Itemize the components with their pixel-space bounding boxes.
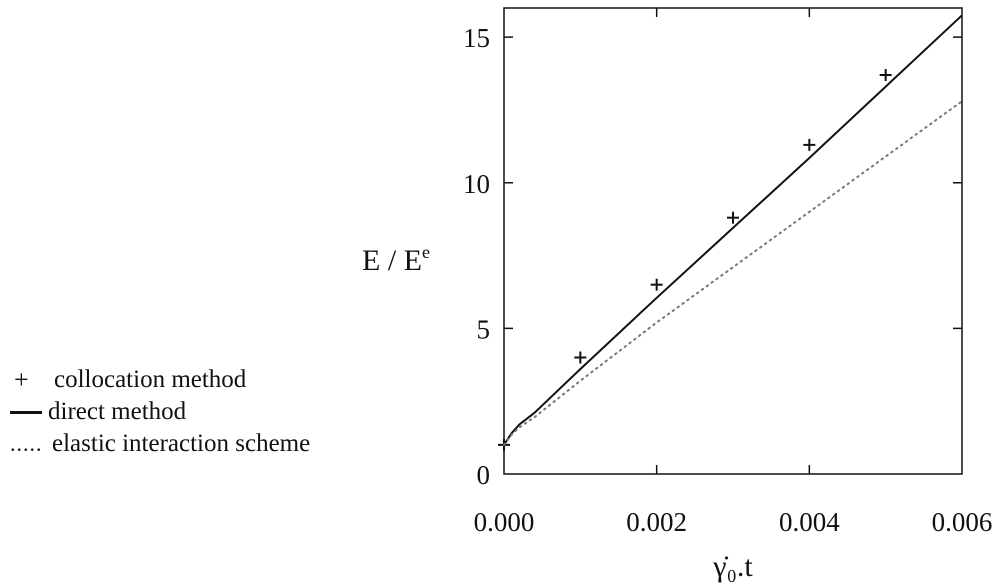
y-tick-label: 0 — [477, 460, 491, 490]
legend-item-collocation: + collocation method — [10, 364, 310, 396]
y-tick-label: 10 — [463, 169, 490, 199]
collocation-point — [650, 278, 663, 291]
legend: + collocation method direct method .....… — [10, 364, 310, 460]
y-tick-label: 5 — [477, 314, 491, 344]
legend-label: direct method — [48, 398, 187, 425]
elastic-interaction-line — [503, 100, 963, 446]
legend-label: collocation method — [54, 366, 247, 393]
y-axis-ticks: 0 5 10 15 — [463, 23, 962, 490]
y-axis-label-superscript: e — [422, 242, 430, 262]
collocation-point — [803, 138, 816, 151]
plus-marker-icon: + — [14, 365, 29, 394]
legend-item-direct: direct method — [10, 396, 310, 428]
x-tick-label: 0.002 — [626, 507, 687, 537]
dotted-line-icon: ..... — [10, 431, 43, 456]
collocation-point — [727, 211, 739, 224]
legend-item-elastic: ..... elastic interaction scheme — [10, 428, 310, 460]
collocation-point — [574, 351, 587, 364]
legend-label: elastic interaction scheme — [52, 430, 311, 457]
x-tick-label: 0.000 — [474, 507, 535, 537]
y-tick-label: 15 — [463, 23, 490, 53]
x-axis-ticks: 0.000 0.002 0.004 0.006 — [474, 8, 993, 537]
x-tick-label: 0.004 — [779, 507, 840, 537]
collocation-point — [879, 68, 892, 81]
x-tick-label: 0.006 — [932, 507, 993, 537]
direct-method-line — [503, 14, 963, 446]
plot-area-frame — [503, 7, 963, 475]
series-layer — [498, 14, 963, 451]
solid-line-icon — [10, 405, 48, 419]
x-axis-label: γ̇₀.t — [712, 550, 753, 583]
y-axis-label: E / Ee — [362, 242, 430, 277]
